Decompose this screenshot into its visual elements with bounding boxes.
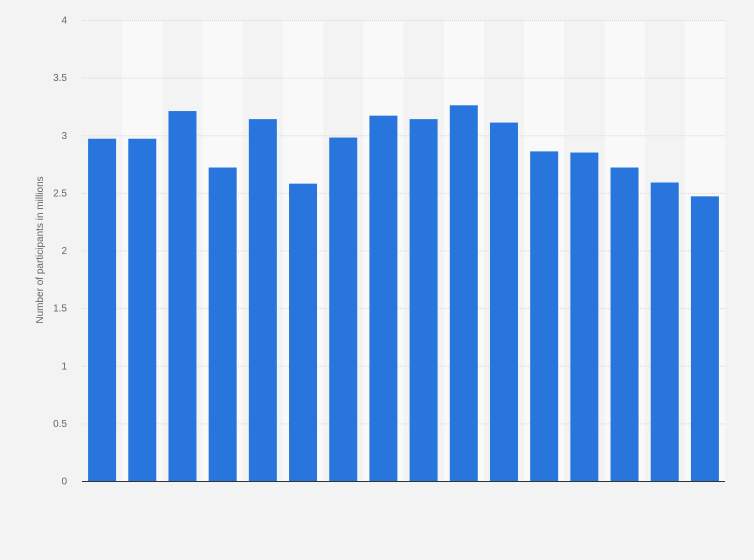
bar[interactable] [570, 152, 599, 481]
bar[interactable] [329, 137, 358, 481]
y-axis-label: Number of participants in millions [35, 176, 46, 323]
bar[interactable] [128, 138, 157, 481]
bar[interactable] [449, 105, 478, 481]
y-tick-label: 3.5 [53, 73, 67, 84]
bar[interactable] [489, 122, 518, 481]
bar[interactable] [88, 138, 117, 481]
y-tick-label: 3 [61, 131, 67, 142]
bar[interactable] [369, 115, 398, 481]
bar[interactable] [409, 119, 438, 482]
bar[interactable] [650, 182, 679, 481]
y-tick-label: 0.5 [53, 419, 67, 430]
bar[interactable] [289, 183, 318, 481]
bar[interactable] [530, 151, 559, 481]
bar[interactable] [248, 119, 277, 482]
y-tick-label: 1.5 [53, 304, 67, 315]
y-tick-label: 2.5 [53, 188, 67, 199]
bar[interactable] [208, 167, 237, 481]
y-tick-label: 2 [61, 246, 67, 257]
bar[interactable] [168, 111, 197, 482]
bar[interactable] [690, 196, 719, 481]
y-tick-label: 4 [61, 16, 67, 27]
y-tick-label: 0 [61, 477, 67, 488]
y-tick-label: 1 [61, 361, 67, 372]
bar[interactable] [610, 167, 639, 481]
